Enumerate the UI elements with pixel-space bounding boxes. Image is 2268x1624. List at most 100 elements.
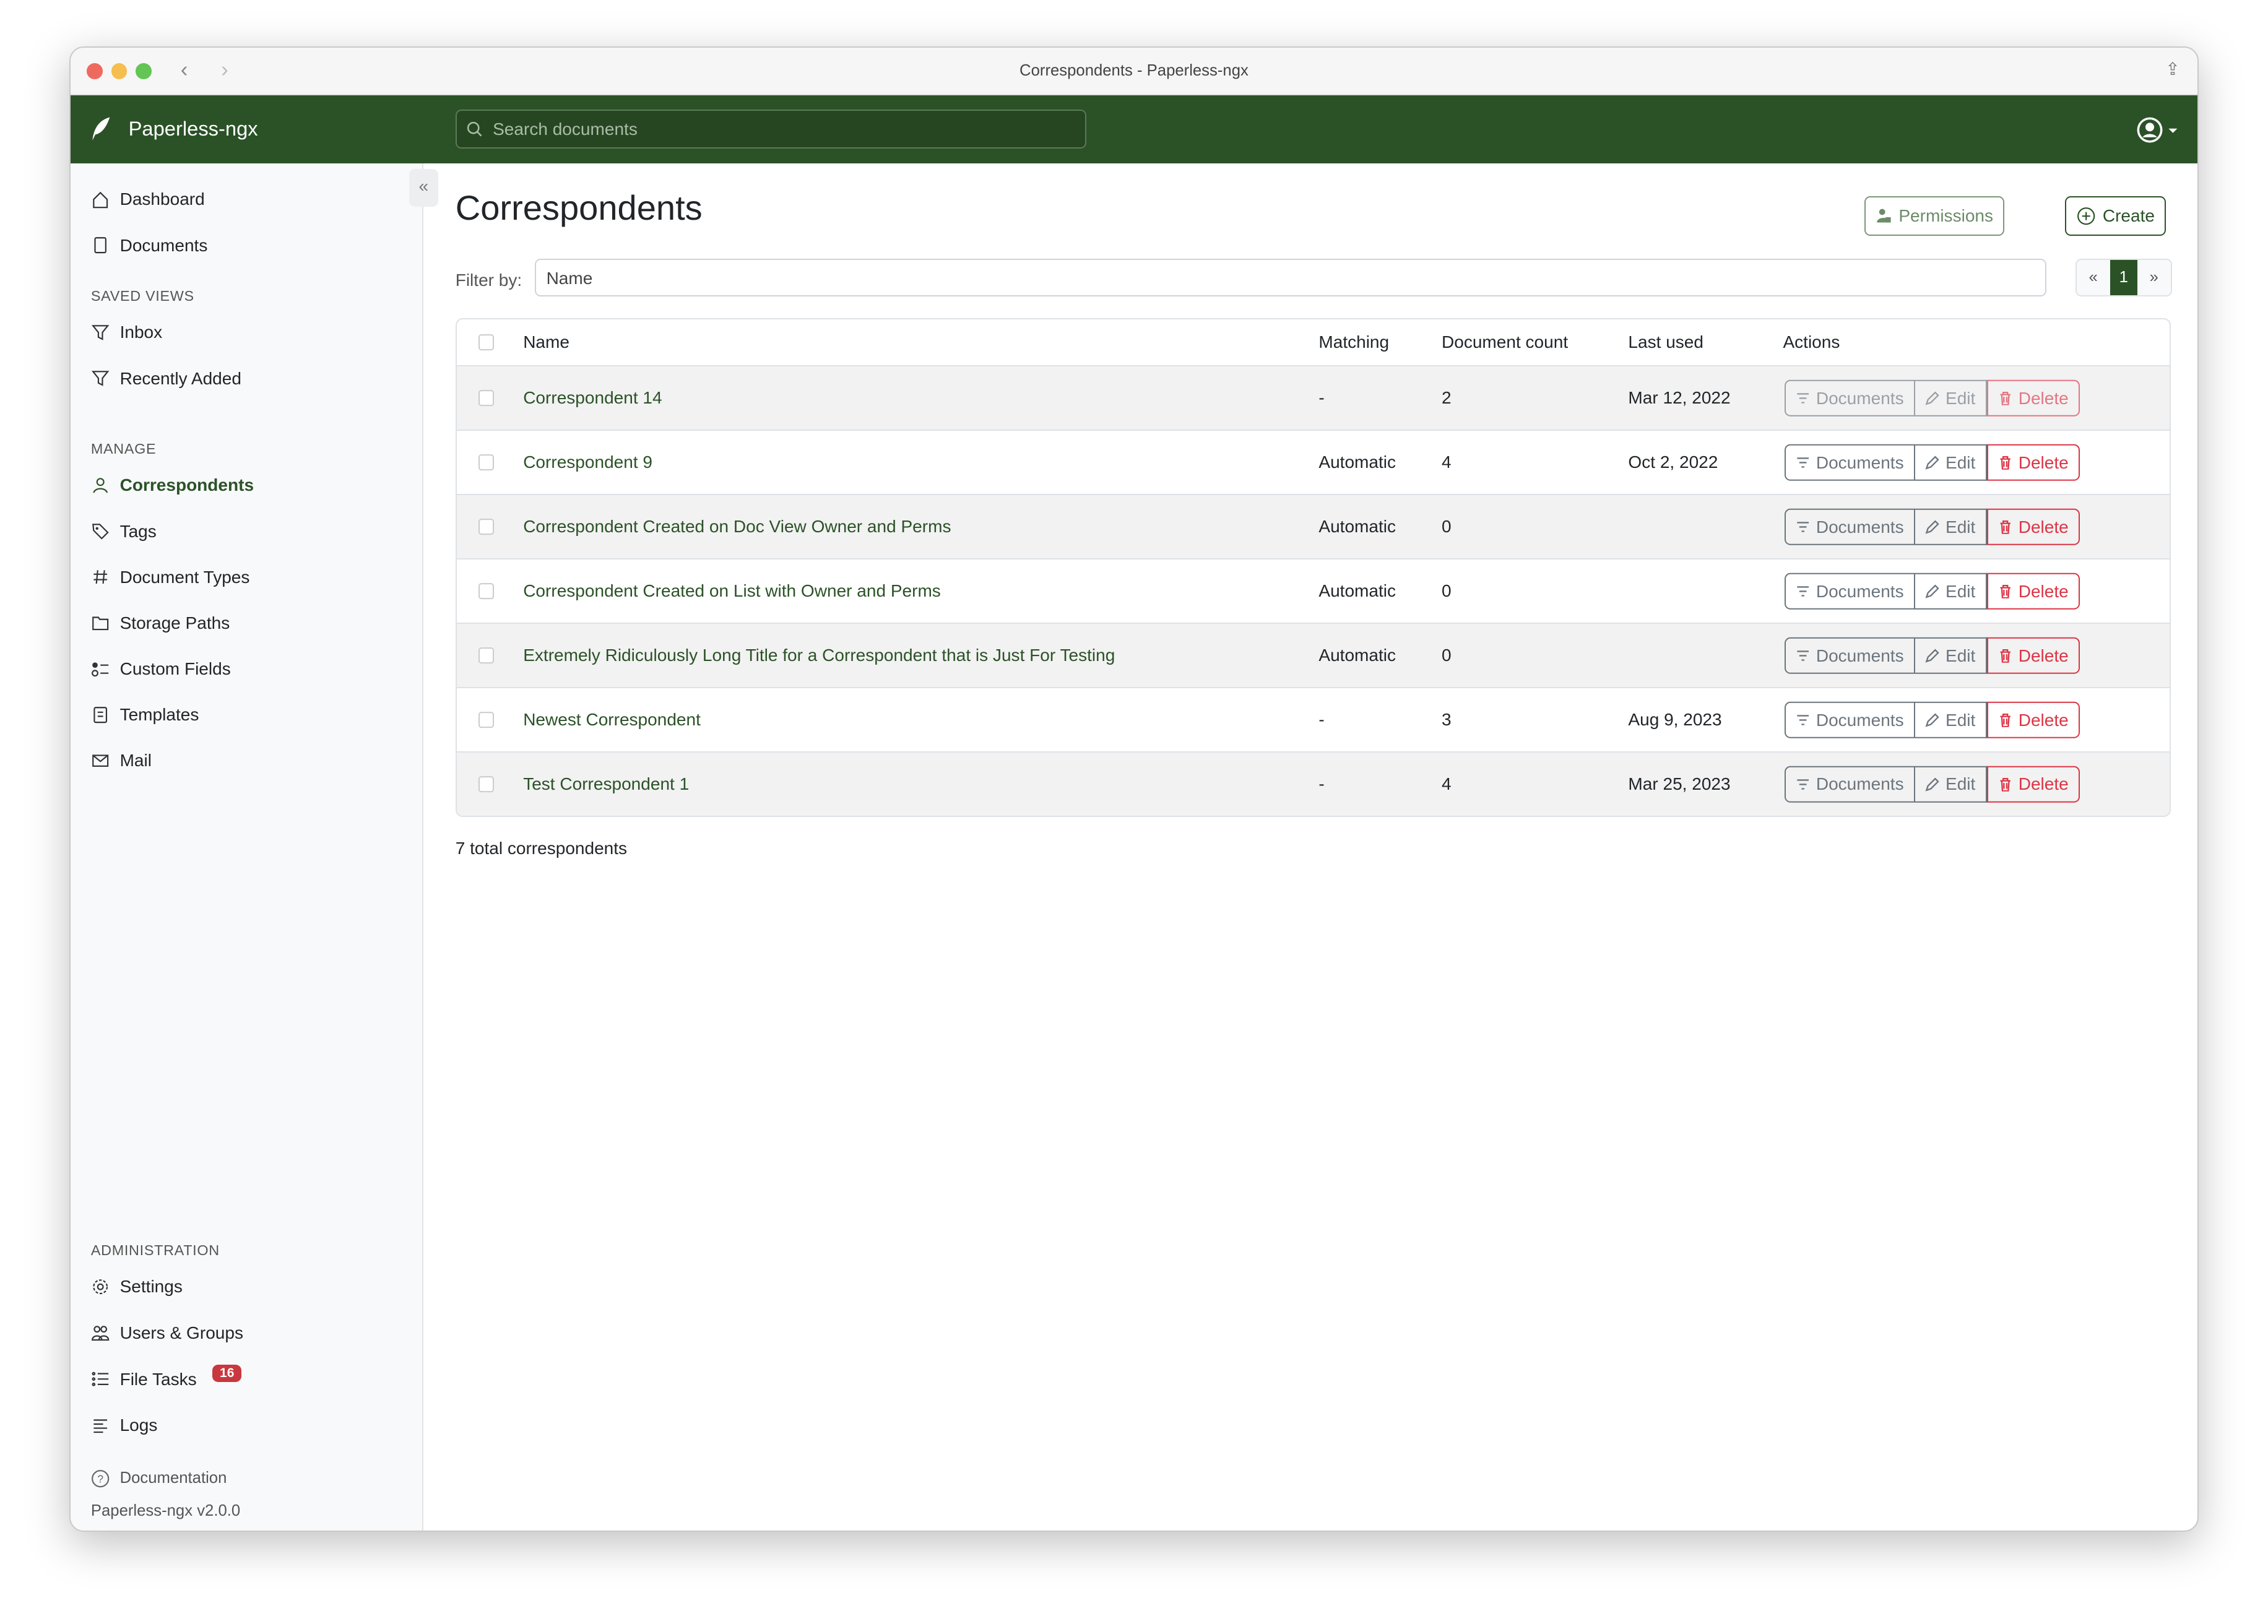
maximize-window-button[interactable] xyxy=(136,63,152,80)
sidebar-item-settings[interactable]: Settings xyxy=(91,1277,183,1297)
minimize-window-button[interactable] xyxy=(111,63,128,80)
svg-text:?: ? xyxy=(97,1472,103,1485)
row-checkbox[interactable] xyxy=(478,583,495,600)
documents-button[interactable]: Documents xyxy=(1784,444,1915,481)
edit-button[interactable]: Edit xyxy=(1915,573,1987,610)
delete-label: Delete xyxy=(2018,517,2069,537)
back-icon[interactable]: ‹ xyxy=(180,58,188,82)
file-tasks-badge: 16 xyxy=(212,1364,242,1383)
edit-button[interactable]: Edit xyxy=(1915,380,1987,417)
file-text-icon xyxy=(93,706,107,723)
row-actions: Documents Edit Delete xyxy=(1784,573,2080,610)
documents-label: Documents xyxy=(1816,646,1904,665)
sidebar-item-custom-fields[interactable]: Custom Fields xyxy=(91,659,231,679)
sidebar-item-recently-added[interactable]: Recently Added xyxy=(91,369,241,389)
sidebar-item-documents[interactable]: Documents xyxy=(91,236,207,256)
browser-window: ‹ › Correspondents - Paperless-ngx ⇪ Pap… xyxy=(69,46,2199,1532)
delete-label: Delete xyxy=(2018,452,2069,472)
brand-name[interactable]: Paperless-ngx xyxy=(128,116,258,140)
pencil-icon xyxy=(1925,391,1939,405)
documents-button[interactable]: Documents xyxy=(1784,573,1915,610)
documents-button[interactable]: Documents xyxy=(1784,766,1915,803)
documents-button[interactable]: Documents xyxy=(1784,380,1915,417)
sidebar-item-mail[interactable]: Mail xyxy=(91,751,152,771)
sidebar-item-dashboard[interactable]: Dashboard xyxy=(91,189,205,209)
sidebar-item-label: Logs xyxy=(119,1415,158,1435)
correspondent-name-link[interactable]: Extremely Ridiculously Long Title for a … xyxy=(523,646,1115,665)
total-count: 7 total correspondents xyxy=(455,838,628,858)
question-circle-icon: ? xyxy=(91,1469,110,1488)
sidebar-item-label: Tags xyxy=(119,521,157,541)
people-icon xyxy=(91,1325,110,1341)
close-window-button[interactable] xyxy=(86,63,103,80)
sidebar-item-correspondents[interactable]: Correspondents xyxy=(91,475,254,495)
documents-button[interactable]: Documents xyxy=(1784,702,1915,738)
row-checkbox[interactable] xyxy=(478,454,495,471)
edit-button[interactable]: Edit xyxy=(1915,766,1987,803)
sidebar-item-storage-paths[interactable]: Storage Paths xyxy=(91,613,230,633)
sidebar-item-file-tasks[interactable]: File Tasks 16 xyxy=(91,1364,242,1389)
column-document-count[interactable]: Document count xyxy=(1441,332,1569,352)
sidebar-item-users-groups[interactable]: Users & Groups xyxy=(91,1323,243,1343)
filter-icon xyxy=(1797,457,1809,468)
main-content: Correspondents Permissions Create Filter… xyxy=(455,163,2197,1531)
column-name[interactable]: Name xyxy=(523,332,569,352)
delete-button[interactable]: Delete xyxy=(1986,444,2080,481)
sidebar-item-inbox[interactable]: Inbox xyxy=(91,322,162,342)
documentation-link[interactable]: ? Documentation xyxy=(91,1469,227,1488)
row-checkbox[interactable] xyxy=(478,647,495,664)
section-title: MANAGE xyxy=(90,441,157,457)
edit-label: Edit xyxy=(1946,710,1976,730)
edit-button[interactable]: Edit xyxy=(1915,444,1987,481)
row-checkbox[interactable] xyxy=(478,390,495,407)
edit-button[interactable]: Edit xyxy=(1915,637,1987,674)
delete-button[interactable]: Delete xyxy=(1986,766,2080,803)
delete-button[interactable]: Delete xyxy=(1986,702,2080,738)
edit-button[interactable]: Edit xyxy=(1915,702,1987,738)
correspondent-name-link[interactable]: Correspondent 14 xyxy=(523,388,662,408)
delete-button[interactable]: Delete xyxy=(1986,380,2080,417)
sidebar-item-tags[interactable]: Tags xyxy=(91,522,157,542)
documents-button[interactable]: Documents xyxy=(1784,509,1915,545)
next-page-button[interactable]: » xyxy=(2149,268,2158,286)
user-menu-button[interactable] xyxy=(2137,117,2180,147)
row-checkbox[interactable] xyxy=(478,776,495,793)
column-matching[interactable]: Matching xyxy=(1318,332,1390,352)
funnel-icon xyxy=(91,324,110,340)
share-icon[interactable]: ⇪ xyxy=(2165,59,2180,79)
row-checkbox[interactable] xyxy=(478,712,495,728)
forward-icon[interactable]: › xyxy=(221,58,228,82)
column-last-used[interactable]: Last used xyxy=(1628,332,1703,352)
delete-button[interactable]: Delete xyxy=(1986,509,2080,545)
sidebar-item-templates[interactable]: Templates xyxy=(91,705,199,725)
correspondent-name-link[interactable]: Correspondent Created on List with Owner… xyxy=(523,581,941,601)
trash-icon xyxy=(2000,391,2010,406)
correspondent-name-link[interactable]: Newest Correspondent xyxy=(523,710,701,730)
sidebar-item-logs[interactable]: Logs xyxy=(91,1415,158,1435)
prev-page-button[interactable]: « xyxy=(2088,268,2098,286)
collapse-sidebar-button[interactable]: « xyxy=(409,169,438,207)
sidebar-item-document-types[interactable]: Document Types xyxy=(91,568,249,587)
create-button[interactable]: Create xyxy=(2065,196,2166,236)
correspondent-name-link[interactable]: Test Correspondent 1 xyxy=(523,774,690,794)
correspondent-name-link[interactable]: Correspondent 9 xyxy=(523,452,652,472)
select-all-checkbox[interactable] xyxy=(478,334,495,350)
search-input[interactable]: Search documents xyxy=(455,110,1086,149)
filter-name-input[interactable]: Name xyxy=(535,258,2047,296)
sidebar-item-label: Storage Paths xyxy=(119,613,230,633)
permissions-button[interactable]: Permissions xyxy=(1864,196,2005,236)
edit-button[interactable]: Edit xyxy=(1915,509,1987,545)
documents-label: Documents xyxy=(1816,388,1904,408)
section-title: ADMINISTRATION xyxy=(90,1242,220,1258)
delete-button[interactable]: Delete xyxy=(1986,637,2080,674)
person-circle-icon xyxy=(2137,117,2178,143)
matching-value: Automatic xyxy=(1318,646,1396,665)
page-1-button[interactable]: 1 xyxy=(2110,259,2137,295)
page-title: Correspondents xyxy=(455,188,703,228)
row-actions: Documents Edit Delete xyxy=(1784,380,2080,417)
section-title: SAVED VIEWS xyxy=(90,287,194,304)
row-checkbox[interactable] xyxy=(478,519,495,535)
correspondent-name-link[interactable]: Correspondent Created on Doc View Owner … xyxy=(523,517,951,537)
delete-button[interactable]: Delete xyxy=(1986,573,2080,610)
documents-button[interactable]: Documents xyxy=(1784,637,1915,674)
